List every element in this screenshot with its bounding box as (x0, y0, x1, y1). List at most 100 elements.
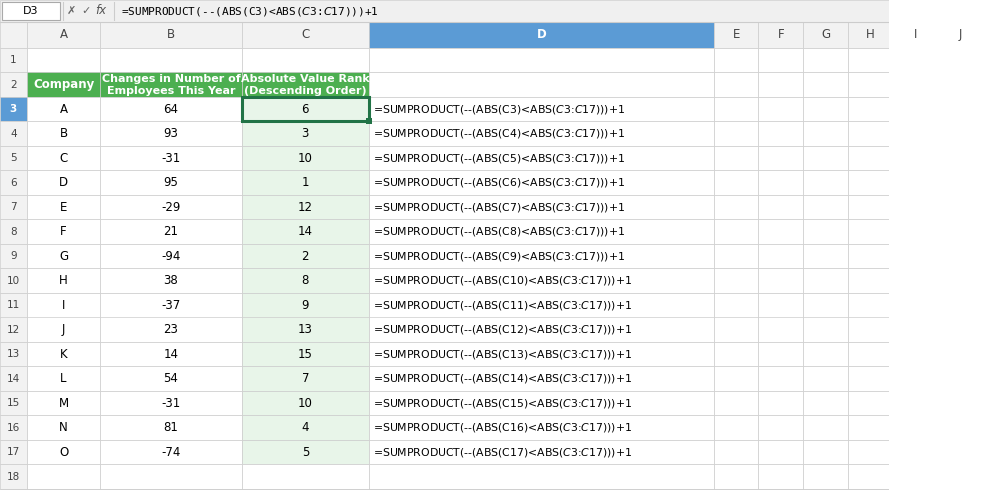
Text: 14: 14 (298, 225, 313, 238)
Bar (369, 244, 714, 268)
Text: 8: 8 (10, 227, 17, 237)
Bar (241, 97, 369, 121)
Bar (27, 22, 100, 48)
Text: =SUMPRODUCT(--(ABS(C7)<ABS($C$3:$C$17)))+1: =SUMPRODUCT(--(ABS(C7)<ABS($C$3:$C$17)))… (373, 201, 626, 214)
Text: 8: 8 (302, 274, 309, 287)
Bar (369, 342, 714, 366)
Bar (369, 22, 714, 48)
Bar (369, 366, 714, 391)
Bar (803, 342, 848, 366)
Text: 14: 14 (7, 374, 20, 384)
Bar (803, 293, 848, 317)
Bar (937, 22, 982, 48)
Bar (759, 22, 803, 48)
Bar (848, 415, 893, 440)
Bar (937, 244, 982, 268)
Text: B: B (60, 127, 68, 140)
Bar (848, 121, 893, 146)
Bar (759, 391, 803, 415)
Bar (100, 440, 241, 464)
Bar (27, 219, 100, 244)
Bar (369, 293, 714, 317)
Bar (714, 146, 759, 170)
Bar (100, 464, 241, 489)
Text: 5: 5 (10, 153, 17, 163)
Text: D: D (59, 176, 69, 189)
Bar (893, 342, 937, 366)
Bar (893, 170, 937, 195)
Text: =SUMPRODUCT(--(ABS(C15)<ABS($C$3:$C$17)))+1: =SUMPRODUCT(--(ABS(C15)<ABS($C$3:$C$17))… (373, 397, 633, 410)
Bar (803, 317, 848, 342)
Text: =SUMPRODUCT(--(ABS(C12)<ABS($C$3:$C$17)))+1: =SUMPRODUCT(--(ABS(C12)<ABS($C$3:$C$17))… (373, 323, 633, 336)
Bar (241, 48, 369, 72)
Text: -37: -37 (162, 299, 181, 312)
Text: =SUMPRODUCT(--(ABS(C11)<ABS($C$3:$C$17)))+1: =SUMPRODUCT(--(ABS(C11)<ABS($C$3:$C$17))… (373, 299, 633, 312)
Bar (982, 22, 993, 48)
Text: -31: -31 (162, 397, 181, 410)
Bar (100, 366, 241, 391)
Bar (27, 268, 100, 293)
Text: 17: 17 (7, 447, 20, 457)
Text: F: F (778, 29, 784, 42)
Bar (27, 170, 100, 195)
Bar (848, 268, 893, 293)
Bar (848, 146, 893, 170)
Bar (241, 22, 369, 48)
Text: 13: 13 (7, 349, 20, 359)
Text: 64: 64 (164, 103, 179, 116)
Bar (241, 121, 369, 146)
Bar (714, 391, 759, 415)
Bar (241, 391, 369, 415)
Bar (848, 317, 893, 342)
Bar (937, 391, 982, 415)
Bar (803, 22, 848, 48)
Bar (27, 72, 100, 97)
Bar (100, 293, 241, 317)
Bar (27, 464, 100, 489)
Bar (803, 464, 848, 489)
Text: =SUMPRODUCT(--(ABS(C8)<ABS($C$3:$C$17)))+1: =SUMPRODUCT(--(ABS(C8)<ABS($C$3:$C$17)))… (373, 225, 626, 238)
Bar (714, 317, 759, 342)
Bar (759, 268, 803, 293)
Bar (100, 342, 241, 366)
Bar (27, 366, 100, 391)
Bar (241, 146, 369, 170)
Bar (803, 97, 848, 121)
Bar (0, 317, 27, 342)
Bar (759, 170, 803, 195)
Bar (848, 72, 893, 97)
Bar (982, 97, 993, 121)
Bar (100, 48, 241, 72)
Text: 1: 1 (302, 176, 309, 189)
Bar (759, 440, 803, 464)
Text: fx: fx (95, 4, 107, 17)
Text: -29: -29 (161, 201, 181, 214)
Bar (27, 415, 100, 440)
Bar (759, 244, 803, 268)
Bar (759, 464, 803, 489)
Text: Company: Company (33, 78, 94, 91)
Bar (893, 22, 937, 48)
Text: 13: 13 (298, 323, 313, 336)
Bar (0, 268, 27, 293)
Bar (848, 219, 893, 244)
Text: 16: 16 (7, 423, 20, 433)
Bar (241, 97, 369, 121)
Bar (369, 195, 714, 219)
Bar (803, 195, 848, 219)
Text: =SUMPRODUCT(--(ABS(C4)<ABS($C$3:$C$17)))+1: =SUMPRODUCT(--(ABS(C4)<ABS($C$3:$C$17)))… (373, 127, 626, 140)
Bar (369, 317, 714, 342)
Bar (241, 170, 369, 195)
Bar (714, 464, 759, 489)
Bar (100, 391, 241, 415)
Bar (0, 440, 27, 464)
Bar (982, 440, 993, 464)
Bar (241, 293, 369, 317)
Bar (937, 48, 982, 72)
Bar (848, 440, 893, 464)
Bar (27, 121, 100, 146)
Text: 3: 3 (302, 127, 309, 140)
Bar (714, 72, 759, 97)
Bar (241, 415, 369, 440)
Text: 2: 2 (302, 250, 309, 263)
